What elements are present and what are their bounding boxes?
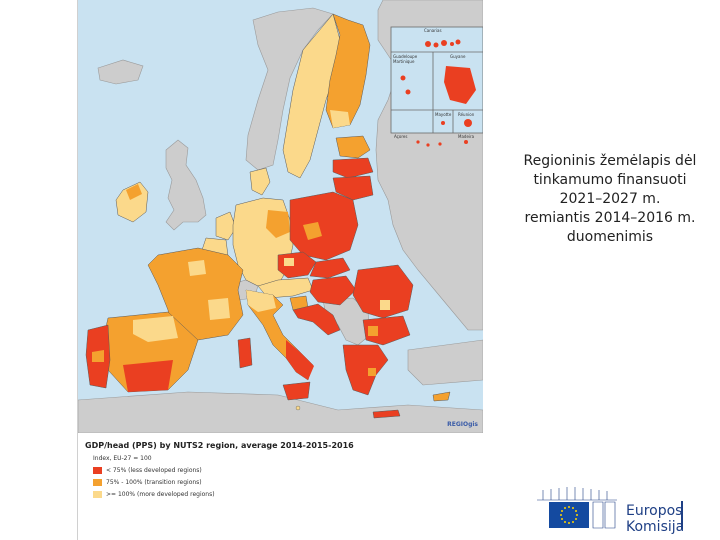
germany-east xyxy=(266,210,290,238)
legend-item-transition: 75% - 100% (transition regions) xyxy=(93,478,202,486)
caption-line: Regioninis žemėlapis dėl xyxy=(523,153,697,169)
estonia xyxy=(335,135,371,159)
inset-label-madeira: Madeira xyxy=(458,134,475,139)
italy-north xyxy=(246,290,276,312)
inset-label-guyane: Guyane xyxy=(450,54,466,59)
sweden xyxy=(282,13,341,179)
ec-name: Europos Komisija xyxy=(626,503,684,535)
inset-label-canarias: Canarias xyxy=(424,28,442,33)
legend-label-more-developed: >= 100% (more developed regions) xyxy=(106,490,215,498)
eu-flag-icon xyxy=(549,502,589,528)
spain-south xyxy=(123,360,173,392)
ec-name-line2: Komisija xyxy=(626,519,685,535)
ec-divider-bar xyxy=(681,501,683,529)
italy-south xyxy=(286,340,314,380)
slide-caption: Regioninis žemėlapis dėl tinkamumo finan… xyxy=(500,152,720,247)
poland-warsaw xyxy=(303,222,322,240)
greece-attica xyxy=(368,368,376,376)
eu-flag-stars xyxy=(560,506,578,524)
hungary xyxy=(309,275,357,306)
croatia xyxy=(292,303,341,336)
france-rhone xyxy=(208,298,230,320)
finland-south xyxy=(330,110,350,128)
legend-title: GDP/head (PPS) by NUTS2 region, average … xyxy=(85,441,354,450)
malta xyxy=(295,405,301,411)
france-paris xyxy=(188,260,206,276)
map-panel: Canarias Guadeloupe Martinique Guyane Ma… xyxy=(77,0,484,540)
crete xyxy=(372,409,401,419)
legend-label-less-developed: < 75% (less developed regions) xyxy=(106,466,202,474)
legend-item-more-developed: >= 100% (more developed regions) xyxy=(93,490,215,498)
legend-swatch-more-developed xyxy=(93,490,102,498)
map-legend: GDP/head (PPS) by NUTS2 region, average … xyxy=(78,433,483,540)
czechia-prague xyxy=(284,258,294,266)
ireland-north-west xyxy=(126,184,142,200)
legend-label-transition: 75% - 100% (transition regions) xyxy=(106,478,202,486)
lithuania xyxy=(332,175,374,201)
outermost-regions-insets xyxy=(390,26,483,134)
caption-line: 2021–2027 m. xyxy=(559,191,661,207)
map-svg xyxy=(78,0,483,433)
ec-building-icon xyxy=(537,487,617,529)
inset-label-reunion: Réunion xyxy=(458,112,475,117)
eu-regions-map: Canarias Guadeloupe Martinique Guyane Ma… xyxy=(78,0,483,433)
portugal-lisbon xyxy=(92,350,104,362)
legend-swatch-transition xyxy=(93,478,102,486)
romania xyxy=(352,264,414,319)
greece xyxy=(342,344,389,396)
denmark xyxy=(249,167,271,196)
bulgaria xyxy=(362,315,411,346)
romania-bucharest xyxy=(380,300,390,310)
regiogis-credit: REGIOgis xyxy=(447,421,478,428)
bulgaria-sofia xyxy=(368,326,378,336)
inset-label-mayotte: Mayotte xyxy=(435,112,452,117)
sardinia xyxy=(237,337,253,369)
legend-swatch-less-developed xyxy=(93,466,102,474)
slovakia xyxy=(309,257,351,279)
poland xyxy=(289,191,359,261)
inset-label-guadeloupe: Guadeloupe Martinique xyxy=(393,54,418,64)
ec-name-line1: Europos xyxy=(626,503,683,519)
legend-item-less-developed: < 75% (less developed regions) xyxy=(93,466,202,474)
european-commission-logo: Europos Komisija xyxy=(537,486,687,535)
latvia xyxy=(332,157,374,179)
atlantic-islands xyxy=(416,140,468,147)
netherlands xyxy=(215,211,237,241)
legend-index-label: Index, EU-27 = 100 xyxy=(93,455,152,462)
inset-label-acores: Açores xyxy=(394,134,408,139)
caption-line: remiantis 2014–2016 m. xyxy=(524,210,696,226)
cyprus xyxy=(432,391,451,402)
sicily xyxy=(282,381,311,401)
spain-north xyxy=(133,316,178,342)
caption-line: tinkamumo finansuoti xyxy=(533,172,687,188)
caption-line: duomenimis xyxy=(566,229,654,245)
